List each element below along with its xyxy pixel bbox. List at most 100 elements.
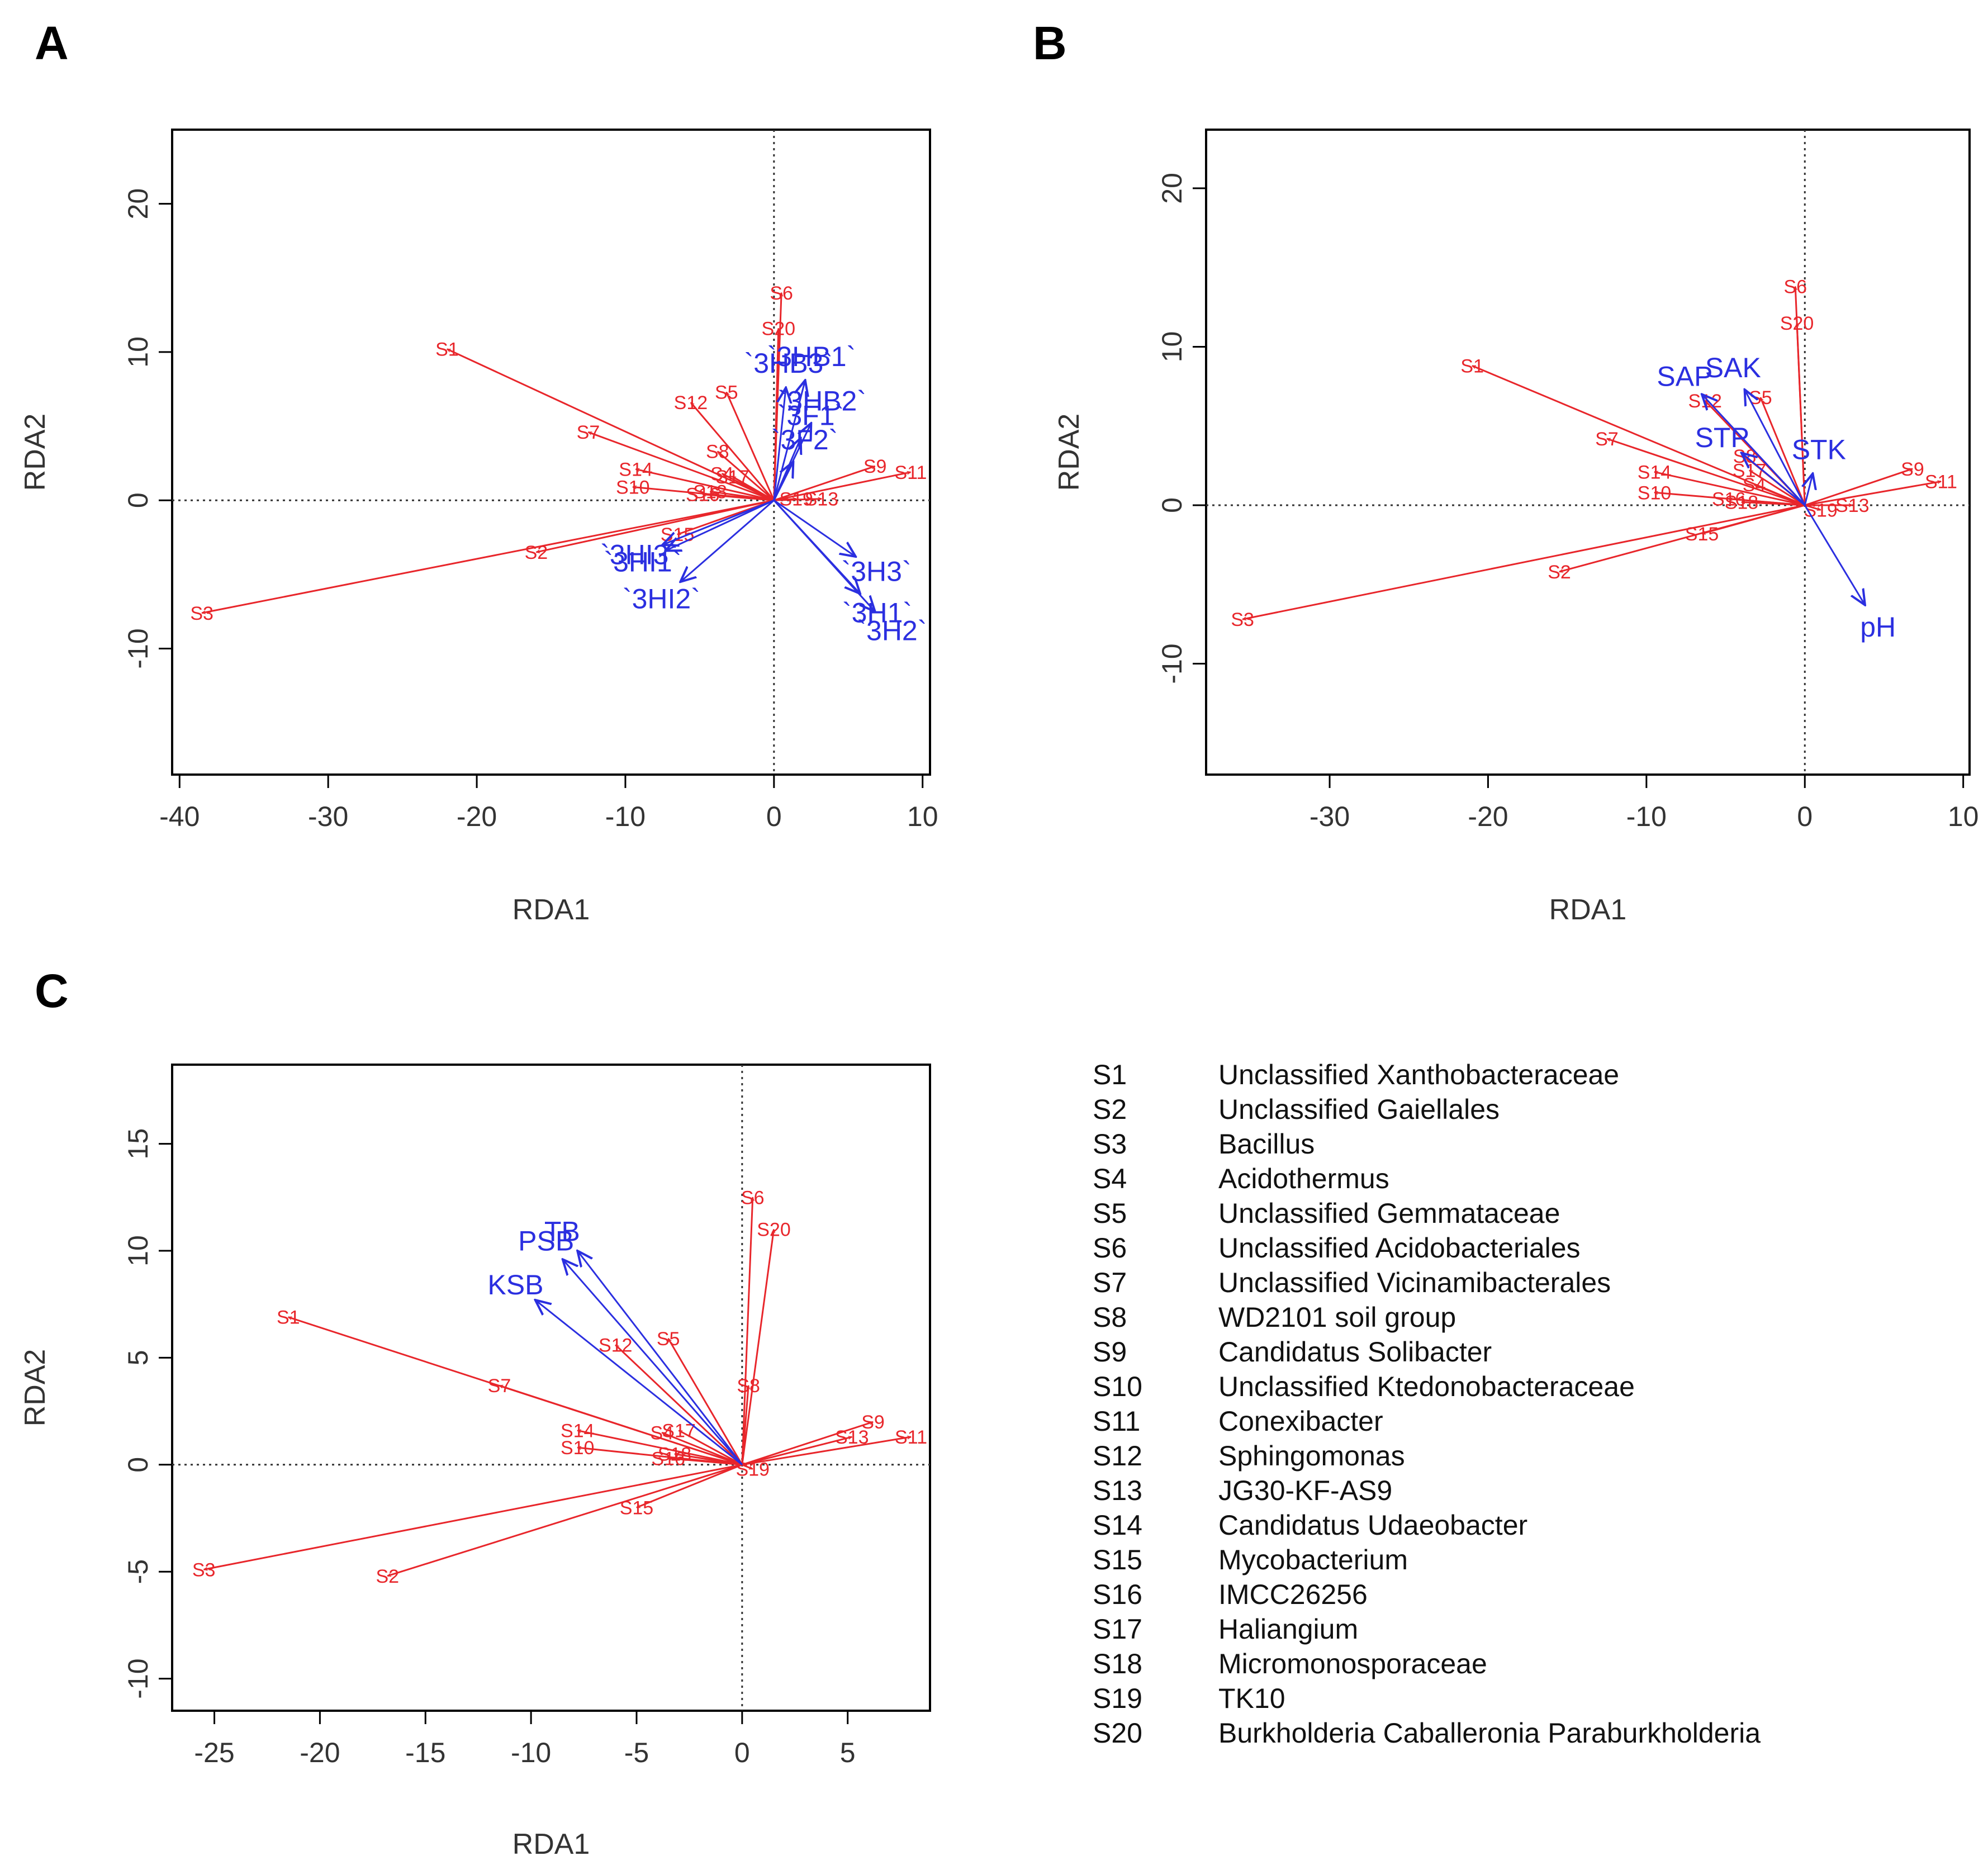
species-label-s20: S20 bbox=[762, 318, 796, 339]
species-arrow-s15 bbox=[637, 1464, 743, 1508]
legend-name: Unclassified Gemmataceae bbox=[1218, 1198, 1560, 1229]
x-tick-label: -20 bbox=[300, 1737, 340, 1768]
species-arrow-s14 bbox=[636, 469, 775, 501]
species-arrow-s3 bbox=[202, 499, 775, 613]
y-tick-label: 0 bbox=[122, 492, 154, 508]
rda-biplot-c: -25 -20 -15 -10 -5 0 5-10-5051015S1S2S3S4S5S6S… bbox=[19, 1064, 931, 1860]
species-arrow-s9 bbox=[742, 1421, 873, 1466]
legend-name: TK10 bbox=[1218, 1683, 1285, 1714]
species-label-s18: S18 bbox=[693, 481, 727, 502]
env-arrow-stp bbox=[1742, 453, 1806, 506]
species-arrow-s1 bbox=[1472, 365, 1805, 506]
y-tick-label: 5 bbox=[122, 1350, 154, 1366]
y-tick-label: 10 bbox=[122, 336, 154, 368]
species-label-s2: S2 bbox=[376, 1566, 399, 1587]
species-label-s9: S9 bbox=[863, 456, 887, 477]
env-label-3h3: `3H3` bbox=[842, 556, 912, 587]
x-tick-label: -40 bbox=[159, 801, 200, 832]
legend-code: S10 bbox=[1093, 1371, 1142, 1402]
species-arrow-s3 bbox=[204, 1464, 743, 1570]
plot-frame-b bbox=[1205, 129, 1971, 776]
species-label-s8: S8 bbox=[737, 1375, 760, 1397]
legend-code: S5 bbox=[1093, 1198, 1127, 1229]
y-tick-label: 20 bbox=[122, 188, 154, 220]
species-label-s19: S19 bbox=[779, 489, 813, 510]
species-label-s20: S20 bbox=[757, 1219, 791, 1241]
species-label-s6: S6 bbox=[741, 1187, 765, 1208]
species-arrow-s17 bbox=[732, 476, 775, 501]
legend-name: IMCC26256 bbox=[1218, 1579, 1368, 1610]
species-arrow-s18 bbox=[1742, 502, 1805, 506]
env-label-3hb1: `3HB1` bbox=[767, 341, 856, 372]
xaxis-label-b: RDA1 bbox=[1549, 894, 1627, 926]
species-label-s14: S14 bbox=[561, 1421, 595, 1442]
rda-biplot-a: -40 -30 -20 -10 0 10-1001020S1S2S3S4S5S6S7S8S… bbox=[19, 129, 938, 926]
x-tick-label: 0 bbox=[766, 801, 782, 832]
y-tick-label: 0 bbox=[1156, 497, 1188, 513]
x-tick-label: 10 bbox=[907, 801, 938, 832]
x-tick-label: -5 bbox=[624, 1737, 649, 1768]
x-tick-label: 0 bbox=[734, 1737, 750, 1768]
env-label-stp: STP bbox=[1695, 422, 1749, 453]
x-tick-label: -10 bbox=[511, 1737, 551, 1768]
legend-code: S18 bbox=[1093, 1648, 1142, 1679]
species-arrow-s11 bbox=[742, 1437, 911, 1466]
env-arrow-3hb3 bbox=[773, 388, 786, 501]
env-label-3h1: `3H1` bbox=[842, 597, 912, 628]
plot-marks-a: -40 -30 -20 -10 0 10-1001020S1S2S3S4S5S6S7S8S… bbox=[122, 130, 938, 832]
legend-code: S9 bbox=[1093, 1336, 1127, 1368]
env-label-3f2: `3F2` bbox=[771, 424, 838, 455]
species-label-s10: S10 bbox=[616, 477, 650, 498]
env-arrow-psb bbox=[563, 1259, 743, 1465]
species-arrow-s7 bbox=[499, 1384, 743, 1466]
y-tick-label: 0 bbox=[122, 1457, 154, 1473]
species-label-s6: S6 bbox=[1783, 277, 1807, 298]
species-arrow-s19 bbox=[1804, 504, 1820, 510]
species-arrow-s20 bbox=[741, 1230, 774, 1465]
species-label-s16: S16 bbox=[1712, 489, 1746, 510]
env-label-ph: pH bbox=[1860, 611, 1896, 643]
legend-code: S20 bbox=[1093, 1717, 1142, 1749]
legend-name: Mycobacterium bbox=[1218, 1544, 1408, 1575]
legend-code: S19 bbox=[1093, 1683, 1142, 1714]
species-arrow-s8 bbox=[718, 450, 775, 501]
species-label-s11: S11 bbox=[894, 462, 927, 483]
species-arrow-s4 bbox=[662, 1431, 743, 1466]
legend-name: Unclassified Xanthobacteraceae bbox=[1218, 1059, 1619, 1090]
x-tick-label: 5 bbox=[840, 1737, 856, 1768]
species-arrow-s7 bbox=[588, 431, 775, 501]
yaxis-label-c: RDA2 bbox=[19, 1349, 51, 1427]
species-arrow-s17 bbox=[1749, 469, 1806, 506]
env-label-stk: STK bbox=[1792, 434, 1846, 466]
env-arrow-sak bbox=[1745, 390, 1806, 506]
legend-name: Micromonosporaceae bbox=[1218, 1648, 1487, 1679]
x-tick-label: -30 bbox=[308, 801, 348, 832]
legend-code: S1 bbox=[1093, 1059, 1127, 1090]
env-label-ksb: KSB bbox=[487, 1269, 543, 1301]
x-tick-label: -15 bbox=[405, 1737, 445, 1768]
legend-name: Unclassified Acidobacteriales bbox=[1218, 1232, 1581, 1264]
species-label-s11: S11 bbox=[1925, 471, 1957, 492]
legend-code: S7 bbox=[1093, 1267, 1127, 1298]
x-tick-label: -20 bbox=[1468, 801, 1508, 832]
env-arrow-ph bbox=[1804, 505, 1865, 605]
legend-name: Conexibacter bbox=[1218, 1406, 1383, 1437]
x-tick-label: -30 bbox=[1309, 801, 1350, 832]
species-label-s14: S14 bbox=[1638, 462, 1672, 483]
species-label-s7: S7 bbox=[577, 422, 600, 443]
plot-frame-a bbox=[171, 129, 931, 776]
legend-name: Unclassified Vicinamibacterales bbox=[1218, 1267, 1611, 1298]
panel-label-c: C bbox=[35, 965, 69, 1017]
species-label-s1: S1 bbox=[435, 339, 459, 360]
species-arrow-s15 bbox=[1702, 504, 1805, 534]
rda-biplot-b: -30 -20 -10 0 10-1001020S1S2S3S4S5S6S7S8S9S1… bbox=[1053, 129, 1978, 926]
legend-code: S17 bbox=[1093, 1613, 1142, 1645]
species-label-s15: S15 bbox=[1685, 524, 1719, 545]
legend-name: Candidatus Solibacter bbox=[1218, 1336, 1492, 1368]
env-arrow-3f2 bbox=[773, 462, 794, 501]
species-arrow-s18 bbox=[675, 1454, 743, 1466]
species-arrow-s5 bbox=[725, 392, 775, 501]
legend-code: S8 bbox=[1093, 1302, 1127, 1333]
x-tick-label: -10 bbox=[605, 801, 646, 832]
panel-label-a: A bbox=[35, 17, 69, 69]
